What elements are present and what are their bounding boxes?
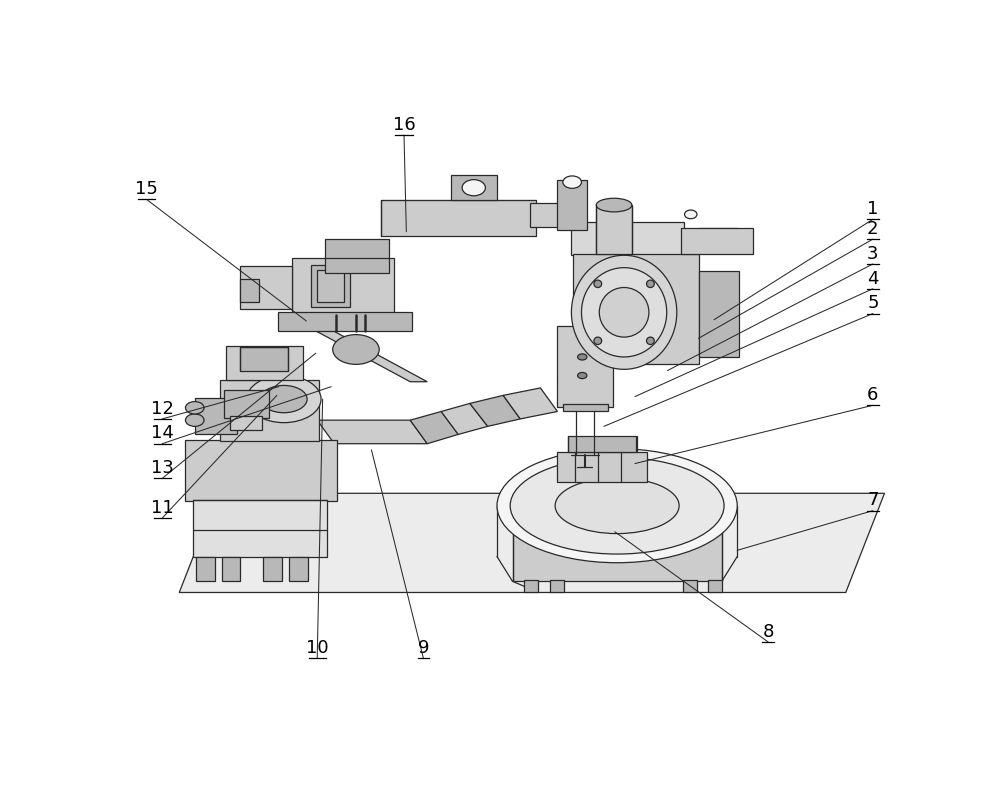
Ellipse shape bbox=[555, 478, 679, 534]
Bar bbox=[230, 416, 262, 430]
Bar bbox=[325, 239, 389, 273]
Bar bbox=[557, 326, 613, 407]
Bar bbox=[185, 440, 337, 501]
Ellipse shape bbox=[497, 448, 737, 563]
Ellipse shape bbox=[581, 268, 667, 357]
Bar bbox=[193, 499, 326, 556]
Bar bbox=[240, 279, 259, 303]
Ellipse shape bbox=[247, 375, 321, 423]
Text: 11: 11 bbox=[151, 499, 174, 517]
Ellipse shape bbox=[261, 386, 307, 413]
Bar bbox=[278, 312, 412, 331]
Bar bbox=[311, 265, 350, 308]
Bar bbox=[681, 228, 753, 254]
Polygon shape bbox=[441, 403, 488, 435]
Ellipse shape bbox=[594, 280, 602, 287]
Bar bbox=[563, 404, 608, 411]
Bar bbox=[557, 452, 647, 482]
Bar bbox=[196, 556, 215, 581]
Polygon shape bbox=[179, 493, 885, 592]
Ellipse shape bbox=[333, 335, 379, 365]
Polygon shape bbox=[317, 420, 427, 444]
Ellipse shape bbox=[563, 176, 581, 188]
Polygon shape bbox=[530, 203, 561, 227]
Bar bbox=[220, 380, 319, 440]
Polygon shape bbox=[470, 395, 520, 427]
Polygon shape bbox=[503, 388, 557, 419]
Bar bbox=[222, 556, 240, 581]
Ellipse shape bbox=[462, 180, 485, 196]
Bar bbox=[450, 175, 497, 200]
Bar bbox=[596, 206, 632, 254]
Text: 8: 8 bbox=[763, 623, 774, 641]
Bar bbox=[573, 254, 699, 365]
Bar bbox=[524, 580, 538, 592]
Bar bbox=[263, 556, 282, 581]
Text: 2: 2 bbox=[867, 220, 879, 238]
Text: 1: 1 bbox=[867, 200, 879, 218]
Text: 3: 3 bbox=[867, 245, 879, 262]
Bar bbox=[557, 180, 587, 230]
Ellipse shape bbox=[594, 337, 602, 345]
Bar bbox=[240, 347, 288, 370]
Bar bbox=[512, 529, 722, 581]
Ellipse shape bbox=[578, 354, 587, 360]
Text: 5: 5 bbox=[867, 295, 879, 312]
Text: 13: 13 bbox=[151, 459, 174, 477]
Text: 7: 7 bbox=[867, 491, 879, 510]
Text: 10: 10 bbox=[306, 639, 329, 657]
Bar bbox=[226, 346, 303, 381]
Bar bbox=[683, 580, 697, 592]
Ellipse shape bbox=[599, 287, 649, 337]
Ellipse shape bbox=[510, 457, 724, 554]
Text: 6: 6 bbox=[867, 386, 879, 404]
Text: 9: 9 bbox=[418, 639, 429, 657]
Ellipse shape bbox=[685, 210, 697, 219]
Bar bbox=[698, 228, 737, 253]
Bar bbox=[381, 200, 536, 236]
Bar bbox=[698, 271, 739, 357]
Ellipse shape bbox=[647, 337, 654, 345]
Text: 14: 14 bbox=[151, 424, 174, 443]
Bar bbox=[240, 266, 292, 308]
Ellipse shape bbox=[185, 402, 204, 414]
Polygon shape bbox=[410, 411, 458, 444]
Polygon shape bbox=[289, 316, 427, 382]
Ellipse shape bbox=[647, 280, 654, 287]
Ellipse shape bbox=[185, 414, 204, 427]
Ellipse shape bbox=[578, 373, 587, 378]
Bar bbox=[317, 270, 344, 303]
Text: 16: 16 bbox=[393, 116, 415, 134]
Bar bbox=[195, 398, 237, 434]
Bar bbox=[289, 556, 308, 581]
Text: 4: 4 bbox=[867, 270, 879, 287]
Bar bbox=[568, 436, 636, 452]
Bar bbox=[224, 390, 269, 418]
Text: 15: 15 bbox=[135, 180, 158, 198]
Ellipse shape bbox=[571, 255, 677, 369]
Bar bbox=[292, 258, 394, 315]
Text: 12: 12 bbox=[151, 399, 174, 418]
Bar bbox=[708, 580, 722, 592]
Polygon shape bbox=[557, 365, 613, 383]
Ellipse shape bbox=[596, 198, 632, 212]
Bar bbox=[571, 222, 684, 254]
Bar bbox=[550, 580, 564, 592]
